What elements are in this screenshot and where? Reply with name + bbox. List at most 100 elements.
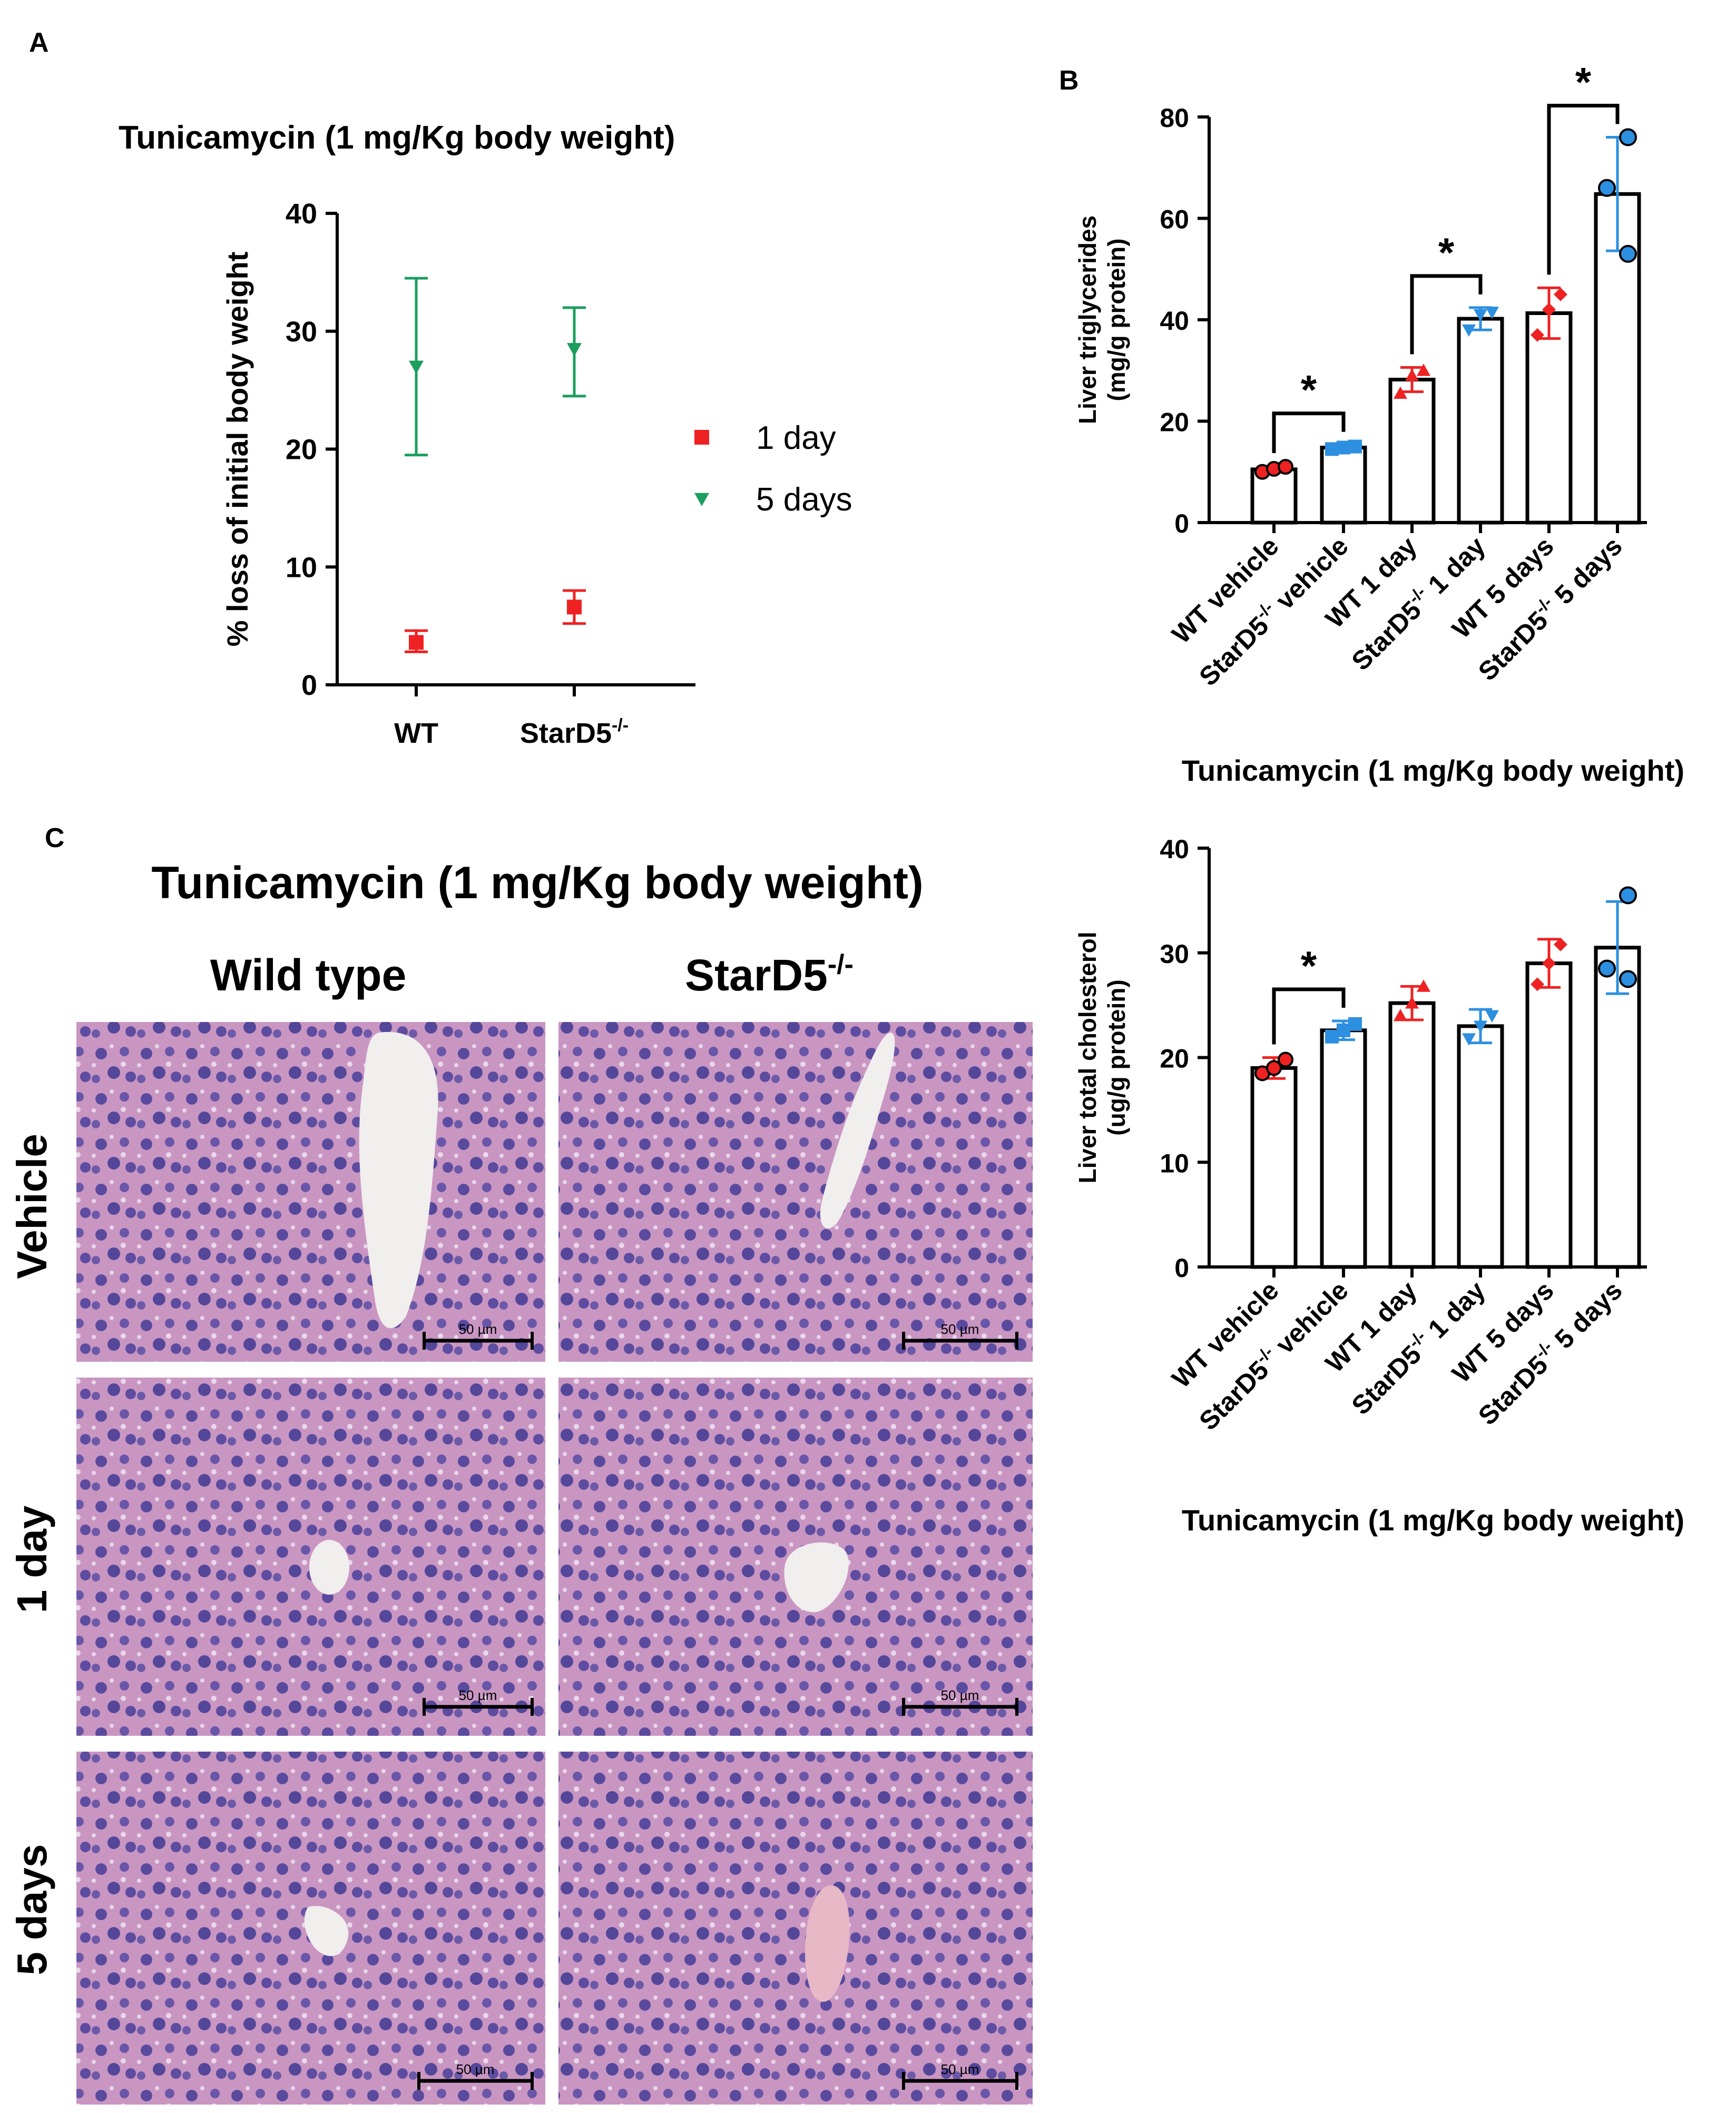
- chart-b-y-tick-label: 20: [1160, 408, 1189, 437]
- chart-c-point: [1266, 1060, 1282, 1076]
- scale-bar: 50 µm: [423, 1687, 534, 1716]
- chart-a-y-tick-label: 0: [301, 670, 317, 701]
- chart-a-y-axis-title: % loss of initial body weight: [221, 252, 254, 647]
- chart-c-bar: [1594, 946, 1641, 1269]
- chart-c-point: [1337, 1023, 1350, 1037]
- chart-a-point: [409, 360, 424, 374]
- chart-b-y-axis-subtitle: (mg/g protein): [1103, 238, 1130, 401]
- chart-a-title: Tunicamycin (1 mg/Kg body weight): [119, 120, 675, 156]
- chart-c-y-axis-title: Liver total cholesterol: [1074, 931, 1101, 1183]
- chart-b-point: [1405, 368, 1419, 381]
- micrograph-stard5-1-day: [558, 1378, 1033, 1736]
- chart-c-significance-label: *: [1301, 942, 1317, 989]
- chart-b-point: [1462, 324, 1476, 337]
- chart-c-point: [1325, 1029, 1339, 1044]
- micrograph-stard5-5-days: [558, 1752, 1033, 2105]
- chart-b-point: [1542, 302, 1556, 317]
- chart-b-point: [1325, 442, 1339, 456]
- chart-a-y-tick-label: 30: [286, 316, 317, 348]
- chart-b-y-tick-label: 80: [1160, 103, 1189, 133]
- chart-a-legend-marker: [694, 430, 709, 445]
- svg-text:50 µm: 50 µm: [941, 1687, 979, 1703]
- micrograph-wt-vehicle: [76, 1022, 545, 1362]
- scale-bar: 50 µm: [902, 1321, 1018, 1350]
- chart-c-point: [1417, 979, 1430, 992]
- chart-a-body-weight-loss: Tunicamycin (1 mg/Kg body weight) 0 10 20 30…: [119, 120, 852, 749]
- chart-c-y-tick-label: 10: [1160, 1148, 1189, 1178]
- scale-bar: 50 µm: [902, 2061, 1018, 2090]
- chart-c-y-axis-subtitle: (ug/g protein): [1103, 979, 1130, 1135]
- chart-a-x-label-stard5: StarD5-/-: [520, 715, 629, 749]
- chart-b-bar: [1457, 317, 1504, 525]
- histology-panel: Tunicamycin (1 mg/Kg body weight) Wild t…: [8, 858, 1033, 2105]
- chart-b-bar: [1320, 446, 1367, 525]
- chart-c-point: [1462, 1033, 1476, 1046]
- chart-b-point: [1278, 459, 1293, 475]
- chart-b-bar: [1525, 311, 1573, 525]
- histology-row-vehicle: Vehicle: [8, 1134, 55, 1279]
- chart-a-legend-label: 1 day: [756, 420, 836, 456]
- chart-c-bar: [1457, 1024, 1504, 1269]
- chart-c-y-tick-label: 0: [1174, 1253, 1189, 1283]
- chart-c-significance-bracket: [1272, 987, 1346, 1045]
- chart-a-legend-marker: [694, 493, 709, 506]
- chart-b-point: [1598, 179, 1616, 197]
- chart-a-point: [409, 635, 424, 650]
- chart-a-y-tick-label: 40: [286, 198, 317, 230]
- chart-b-y-tick-label: 60: [1160, 205, 1189, 234]
- chart-b-liver-triglycerides: 0 20 40 60 80 Liver triglycerides (mg/g protei…: [1074, 59, 1684, 788]
- chart-c-bar: [1320, 1028, 1367, 1269]
- chart-b-point: [1394, 386, 1407, 399]
- chart-a-point: [567, 599, 582, 615]
- chart-b-significance-bracket: [1547, 104, 1620, 275]
- chart-c-point: [1278, 1051, 1293, 1068]
- svg-text:50 µm: 50 µm: [941, 2061, 979, 2077]
- chart-a-y-tick-label: 20: [286, 434, 317, 466]
- panel-letter-a: A: [29, 27, 49, 58]
- chart-b-significance-bracket: [1272, 411, 1346, 454]
- chart-b-significance-label: *: [1438, 229, 1455, 276]
- svg-text:50 µm: 50 µm: [456, 2061, 495, 2077]
- chart-c-point: [1619, 886, 1637, 905]
- chart-c-y-tick-label: 20: [1160, 1044, 1189, 1074]
- chart-b-point: [1485, 307, 1499, 319]
- svg-text:50 µm: 50 µm: [941, 1321, 979, 1337]
- chart-c-x-axis-title: Tunicamycin (1 mg/Kg body weight): [1182, 1503, 1684, 1537]
- scale-bar: 50 µm: [417, 2061, 534, 2090]
- chart-c-bar: [1525, 961, 1573, 1269]
- histology-title: Tunicamycin (1 mg/Kg body weight): [151, 858, 923, 908]
- chart-c-point: [1485, 1010, 1499, 1023]
- scale-bar: 50 µm: [902, 1687, 1018, 1716]
- chart-b-point: [1348, 439, 1362, 454]
- chart-c-point: [1542, 956, 1556, 970]
- chart-c-point: [1348, 1017, 1362, 1031]
- panel-letter-c: C: [45, 823, 65, 853]
- chart-c-point: [1394, 1009, 1407, 1021]
- chart-b-y-axis-title: Liver triglycerides: [1074, 215, 1101, 424]
- histology-column-stard5: StarD5-/-: [685, 949, 854, 1000]
- chart-c-point: [1554, 937, 1567, 951]
- chart-b-point: [1531, 328, 1544, 342]
- micrograph-wt-1-day: [76, 1378, 545, 1736]
- chart-a-legend-label: 5 days: [756, 481, 852, 518]
- svg-text:50 µm: 50 µm: [459, 1321, 497, 1337]
- chart-c-y-tick-label: 30: [1160, 939, 1189, 969]
- micrograph-wt-5-days: [76, 1752, 545, 2105]
- chart-c-liver-cholesterol: 0 10 20 30 40 Liver total cholesterol (ug/g pr…: [1074, 834, 1684, 1537]
- chart-b-bar: [1388, 378, 1436, 525]
- chart-a-x-label-wt: WT: [394, 718, 438, 749]
- chart-c-bar: [1388, 1001, 1436, 1269]
- chart-b-significance-bracket: [1410, 274, 1483, 355]
- chart-b-point: [1619, 244, 1637, 263]
- chart-c-point: [1531, 977, 1544, 991]
- panel-letter-b: B: [1059, 65, 1079, 96]
- chart-a-point: [567, 343, 582, 357]
- chart-c-y-tick-label: 40: [1160, 834, 1189, 864]
- micrograph-stard5-vehicle: [558, 1022, 1033, 1362]
- chart-b-point: [1417, 363, 1430, 376]
- scale-bar: 50 µm: [423, 1321, 534, 1350]
- chart-b-point: [1337, 440, 1350, 455]
- svg-text:50 µm: 50 µm: [459, 1687, 497, 1703]
- chart-c-point: [1619, 970, 1637, 988]
